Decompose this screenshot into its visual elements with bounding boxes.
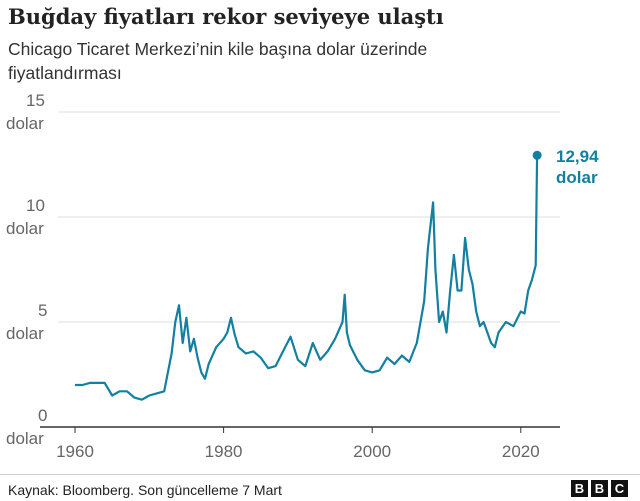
- last-value: 12,94: [556, 147, 599, 166]
- logo-letter: B: [571, 480, 588, 497]
- footer-divider: [0, 474, 640, 475]
- y-tick-unit: dolar: [6, 324, 44, 343]
- chart-subtitle: Chicago Ticaret Merkezi’nin kile başına …: [8, 39, 428, 83]
- last-value-label: 12,94 dolar: [556, 146, 599, 188]
- chart-title: Buğday fiyatları rekor seviyeye ulaştı: [8, 4, 444, 29]
- y-tick-unit: dolar: [6, 114, 44, 133]
- x-tick-label: 2000: [353, 442, 391, 461]
- last-point-marker: [532, 150, 542, 160]
- chart-area: 0 dolar 5 dolar 10 dolar 15 dolar 1960 1980 2000 20…: [6, 91, 560, 461]
- x-tick-label: 2020: [502, 442, 540, 461]
- x-tick-label: 1980: [205, 442, 243, 461]
- logo-letter: B: [591, 480, 608, 497]
- y-tick-unit: dolar: [6, 219, 44, 238]
- y-tick-label: 10: [26, 196, 45, 215]
- y-tick-label: 5: [38, 301, 47, 320]
- logo-letter: C: [611, 480, 628, 497]
- price-line: [75, 155, 539, 401]
- source-note: Kaynak: Bloomberg. Son güncelleme 7 Mart: [8, 482, 282, 498]
- x-tick-label: 1960: [56, 442, 94, 461]
- y-tick-label: 15: [26, 91, 45, 110]
- last-value-unit: dolar: [556, 168, 598, 187]
- y-tick-label: 0: [38, 406, 47, 425]
- y-tick-unit: dolar: [6, 429, 44, 448]
